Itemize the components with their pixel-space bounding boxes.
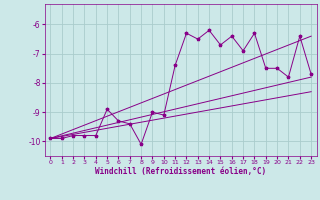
X-axis label: Windchill (Refroidissement éolien,°C): Windchill (Refroidissement éolien,°C) (95, 167, 266, 176)
